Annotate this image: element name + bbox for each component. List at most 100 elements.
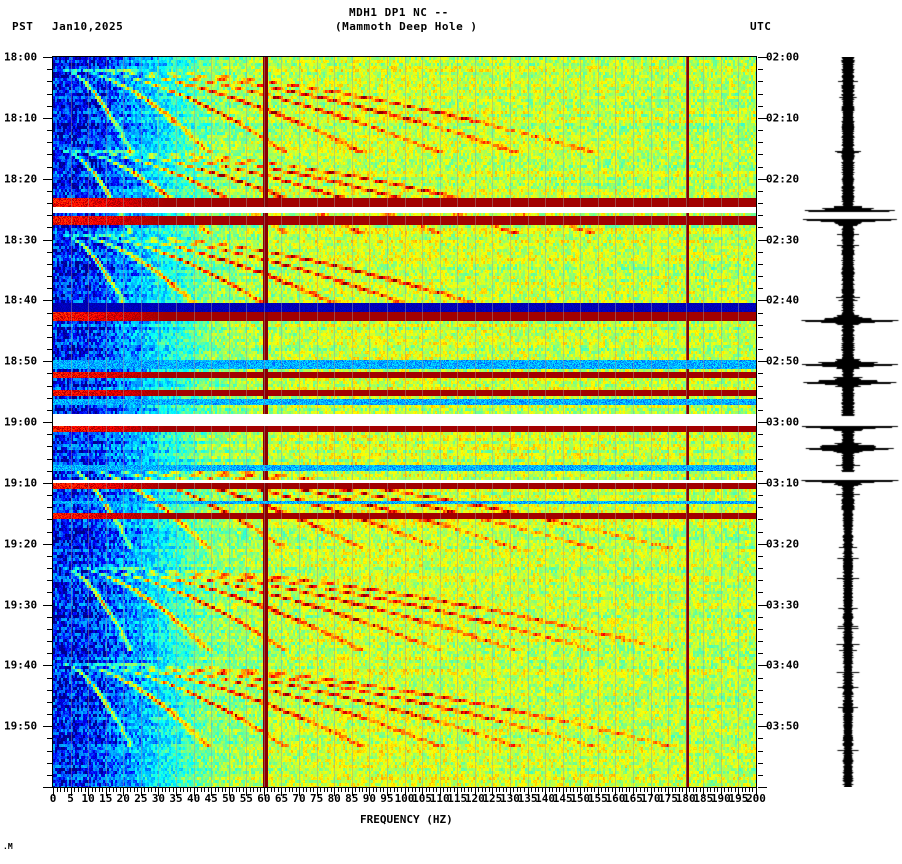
time-tick-minor — [47, 166, 52, 168]
frequency-tick-major — [632, 788, 634, 796]
frequency-tick-minor — [696, 788, 698, 792]
frequency-tick-major — [299, 788, 301, 796]
frequency-tick-major — [386, 788, 388, 796]
frequency-tick-minor — [485, 788, 487, 792]
time-tick-minor — [47, 373, 52, 375]
frequency-tick-minor — [664, 788, 666, 792]
frequency-tick-label: 70 — [292, 792, 306, 805]
frequency-tick-minor — [713, 788, 715, 792]
timezone-label-right: UTC — [750, 20, 772, 33]
frequency-tick-minor — [429, 788, 431, 792]
time-label-utc: 03:10 — [766, 476, 800, 490]
time-tick-minor — [47, 142, 52, 144]
time-tick-minor — [758, 190, 763, 192]
frequency-tick-label: 165 — [623, 792, 643, 805]
date-label: Jan10,2025 — [52, 20, 124, 33]
time-tick-minor — [758, 701, 763, 703]
frequency-tick-minor — [91, 788, 93, 792]
frequency-tick-minor — [513, 788, 515, 792]
frequency-tick-minor — [636, 788, 638, 792]
spectrogram-plot[interactable] — [53, 57, 756, 787]
frequency-tick-minor — [467, 788, 469, 792]
time-tick-minor — [758, 215, 763, 217]
frequency-tick-minor — [601, 788, 603, 792]
frequency-tick-major — [703, 788, 705, 796]
time-tick-minor — [758, 105, 763, 107]
time-tick-minor — [758, 130, 763, 131]
time-tick-minor — [47, 568, 52, 569]
frequency-tick-label: 15 — [99, 792, 113, 805]
frequency-tick-label: 135 — [517, 792, 538, 805]
frequency-tick-major — [351, 788, 353, 796]
time-tick-major — [758, 726, 767, 728]
frequency-tick-minor — [81, 788, 83, 792]
frequency-tick-minor — [450, 788, 452, 792]
frequency-tick-minor — [643, 788, 645, 792]
time-tick-minor — [758, 568, 763, 569]
frequency-tick-minor — [144, 788, 146, 792]
frequency-tick-label: 95 — [380, 792, 394, 805]
frequency-tick-label: 145 — [552, 792, 573, 805]
frequency-tick-minor — [235, 788, 237, 792]
frequency-tick-minor — [661, 788, 663, 792]
time-label-utc: 02:40 — [766, 293, 800, 307]
frequency-tick-minor — [379, 788, 381, 792]
time-label-pst: 18:30 — [4, 233, 38, 246]
time-tick-major — [758, 787, 767, 788]
frequency-tick-minor — [267, 788, 269, 792]
frequency-tick-label: 85 — [345, 792, 359, 805]
time-tick-minor — [758, 470, 763, 472]
frequency-tick-major — [246, 788, 248, 796]
frequency-tick-major — [720, 788, 722, 796]
frequency-tick-minor — [372, 788, 374, 792]
frequency-tick-label: 65 — [274, 792, 289, 805]
time-tick-minor — [758, 373, 763, 375]
time-tick-minor — [758, 251, 763, 253]
frequency-tick-minor — [618, 788, 620, 792]
frequency-tick-label: 175 — [658, 792, 679, 805]
frequency-tick-minor — [260, 788, 262, 792]
frequency-tick-minor — [168, 788, 170, 792]
frequency-tick-major — [492, 788, 494, 796]
time-label-utc: 02:00 — [766, 50, 800, 64]
frequency-tick-minor — [675, 788, 677, 792]
frequency-tick-minor — [151, 788, 153, 792]
time-tick-major — [758, 239, 767, 241]
time-tick-minor — [758, 677, 763, 679]
frequency-tick-minor — [295, 788, 297, 792]
time-label-utc: 02:10 — [766, 111, 800, 125]
frequency-tick-label: 55 — [239, 792, 253, 805]
time-tick-minor — [758, 409, 763, 411]
frequency-tick-label: 50 — [222, 792, 236, 805]
frequency-tick-label: 190 — [710, 792, 731, 805]
time-tick-minor — [758, 69, 763, 71]
frequency-tick-label: 40 — [186, 792, 201, 805]
frequency-tick-minor — [541, 788, 543, 792]
frequency-tick-major — [668, 788, 670, 796]
frequency-tick-minor — [365, 788, 367, 792]
time-tick-minor — [758, 458, 763, 460]
time-tick-major — [758, 543, 767, 545]
frequency-tick-minor — [408, 788, 409, 792]
time-tick-minor — [47, 385, 52, 387]
frequency-tick-minor — [752, 788, 754, 792]
frequency-tick-label: 10 — [81, 792, 95, 805]
time-tick-minor — [758, 531, 763, 533]
frequency-tick-minor — [362, 788, 364, 792]
time-tick-minor — [758, 495, 763, 496]
time-tick-minor — [758, 81, 763, 83]
time-tick-minor — [47, 458, 52, 460]
frequency-tick-minor — [583, 788, 585, 792]
time-tick-minor — [47, 434, 52, 436]
frequency-tick-minor — [249, 788, 251, 792]
frequency-tick-minor — [302, 788, 304, 792]
frequency-tick-label: 180 — [675, 792, 696, 805]
frequency-tick-major — [193, 788, 195, 796]
frequency-tick-label: 195 — [728, 792, 749, 805]
frequency-tick-minor — [495, 788, 497, 792]
frequency-tick-minor — [671, 788, 673, 792]
frequency-tick-minor — [320, 788, 322, 792]
frequency-tick-minor — [337, 788, 339, 792]
spectrogram-canvas[interactable] — [53, 57, 756, 787]
frequency-tick-minor — [348, 788, 350, 792]
